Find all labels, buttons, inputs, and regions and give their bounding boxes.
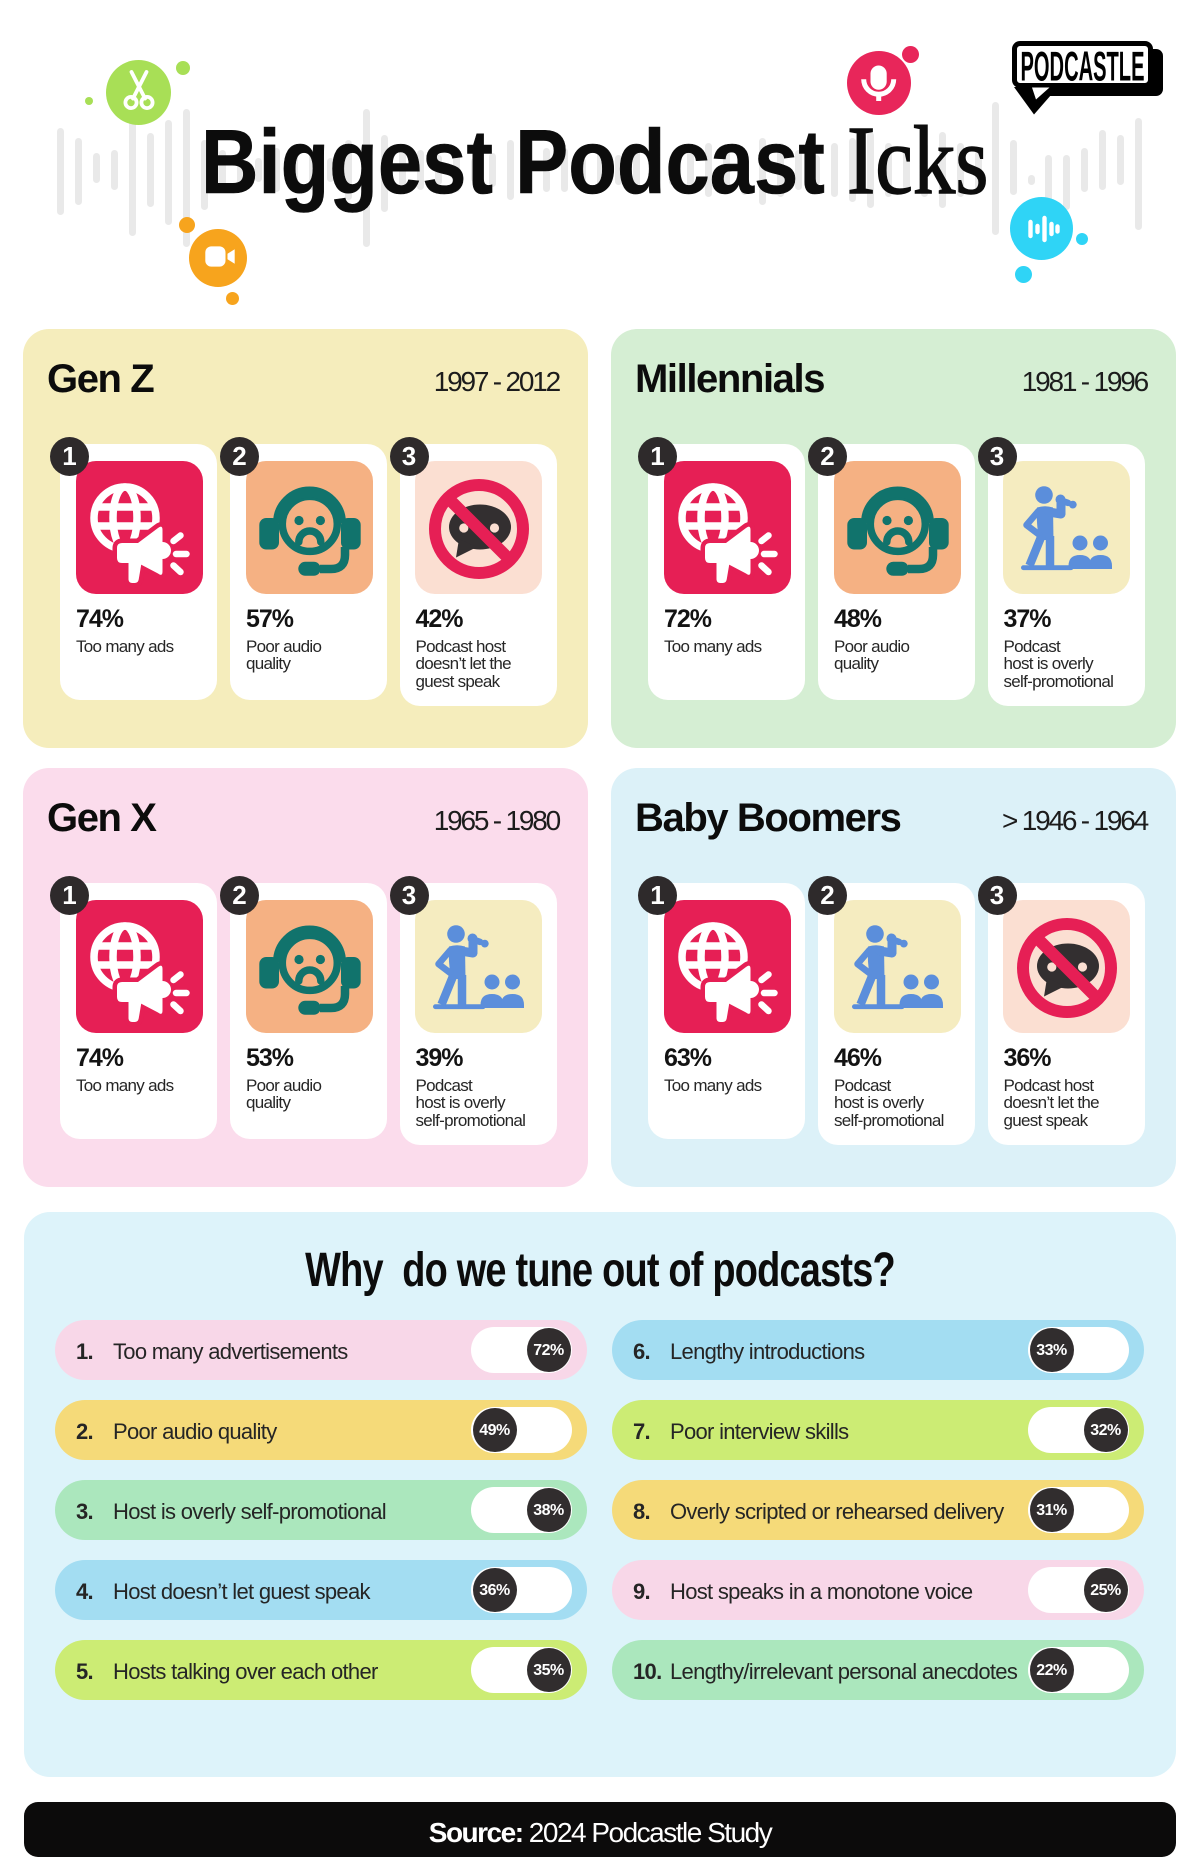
- svg-text:PODCASTLE: PODCASTLE: [1021, 43, 1145, 90]
